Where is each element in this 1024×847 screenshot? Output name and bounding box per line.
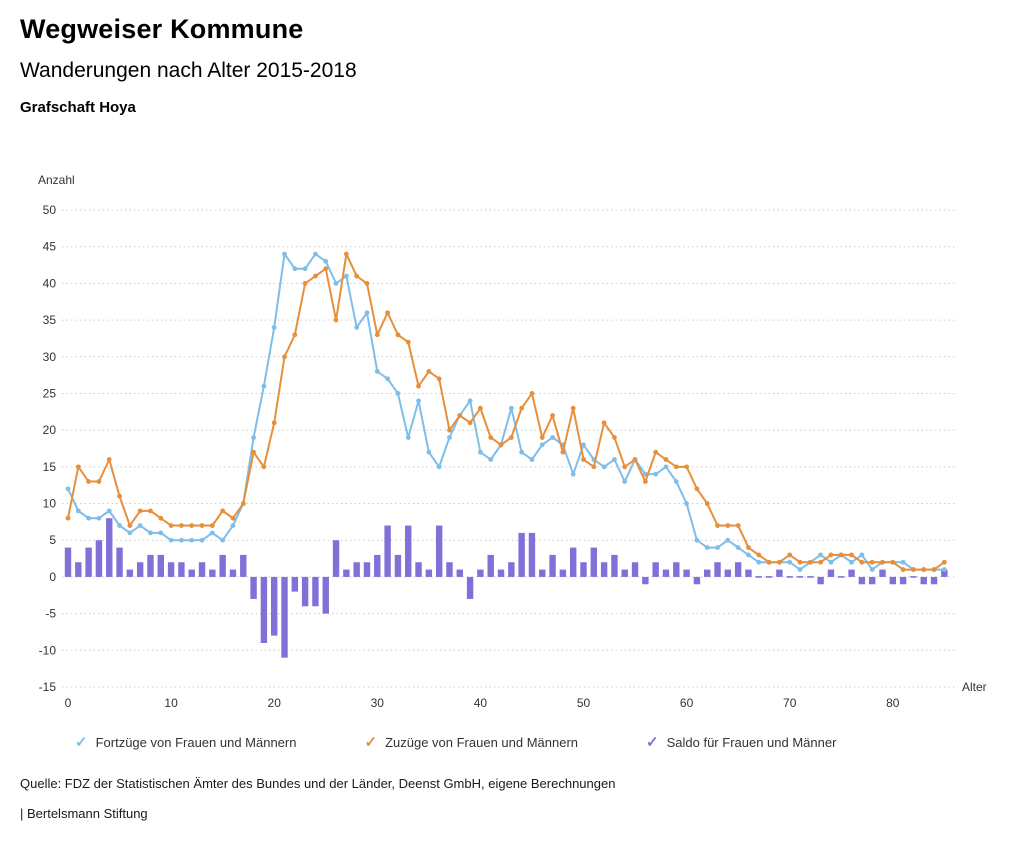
- svg-text:0: 0: [65, 696, 72, 710]
- svg-text:-15: -15: [39, 680, 57, 694]
- header: Wegweiser Kommune Wanderungen nach Alter…: [20, 14, 357, 116]
- legend: ✓ Fortzüge von Frauen und Männern ✓ Zuzü…: [75, 735, 836, 750]
- region-label: Grafschaft Hoya: [20, 99, 136, 116]
- legend-item-zuzuege[interactable]: ✓ Zuzüge von Frauen und Männern: [364, 735, 578, 750]
- svg-text:25: 25: [43, 386, 57, 400]
- page-title: Wegweiser Kommune: [20, 14, 304, 44]
- svg-text:70: 70: [783, 696, 797, 710]
- svg-text:10: 10: [164, 696, 178, 710]
- legend-label-saldo: Saldo für Frauen und Männer: [666, 735, 837, 750]
- legend-label-zuzuege: Zuzüge von Frauen und Männern: [385, 735, 579, 750]
- svg-text:50: 50: [577, 696, 591, 710]
- svg-text:60: 60: [680, 696, 694, 710]
- svg-text:15: 15: [43, 460, 57, 474]
- svg-text:Alter: Alter: [962, 680, 987, 694]
- svg-text:80: 80: [886, 696, 900, 710]
- checkmark-icon: ✓: [364, 734, 378, 751]
- svg-text:40: 40: [43, 276, 57, 290]
- svg-text:20: 20: [268, 696, 282, 710]
- chart-title: Wanderungen nach Alter 2015-2018: [20, 59, 357, 82]
- migration-chart: -15 -10 -5 0 5 10 15 20 25 30 35 40 45 50 0 10 20 30 40 50 6…: [0, 158, 1024, 718]
- footer-brand: | Bertelsmann Stiftung: [20, 806, 148, 821]
- svg-text:50: 50: [43, 203, 57, 217]
- svg-text:-5: -5: [45, 607, 56, 621]
- legend-item-saldo[interactable]: ✓ Saldo für Frauen und Männer: [646, 735, 836, 750]
- source-note: Quelle: FDZ der Statistischen Ämter des …: [20, 776, 616, 791]
- checkmark-icon: ✓: [646, 734, 659, 751]
- svg-text:Anzahl: Anzahl: [38, 173, 75, 187]
- legend-label-fortzuege: Fortzüge von Frauen und Männern: [95, 735, 297, 750]
- svg-text:5: 5: [49, 533, 56, 547]
- chart-canvas: -15 -10 -5 0 5 10 15 20 25 30 35 40 45 50 0 10 20 30 40 50 6…: [38, 173, 987, 710]
- svg-text:35: 35: [43, 313, 57, 327]
- svg-text:-10: -10: [39, 643, 57, 657]
- svg-text:45: 45: [43, 240, 57, 254]
- legend-item-fortzuege[interactable]: ✓ Fortzüge von Frauen und Männern: [75, 735, 296, 750]
- checkmark-icon: ✓: [75, 734, 88, 751]
- svg-text:20: 20: [43, 423, 57, 437]
- svg-text:10: 10: [43, 497, 57, 511]
- svg-text:30: 30: [371, 696, 385, 710]
- svg-text:40: 40: [474, 696, 488, 710]
- svg-text:0: 0: [49, 570, 56, 584]
- svg-text:30: 30: [43, 350, 57, 364]
